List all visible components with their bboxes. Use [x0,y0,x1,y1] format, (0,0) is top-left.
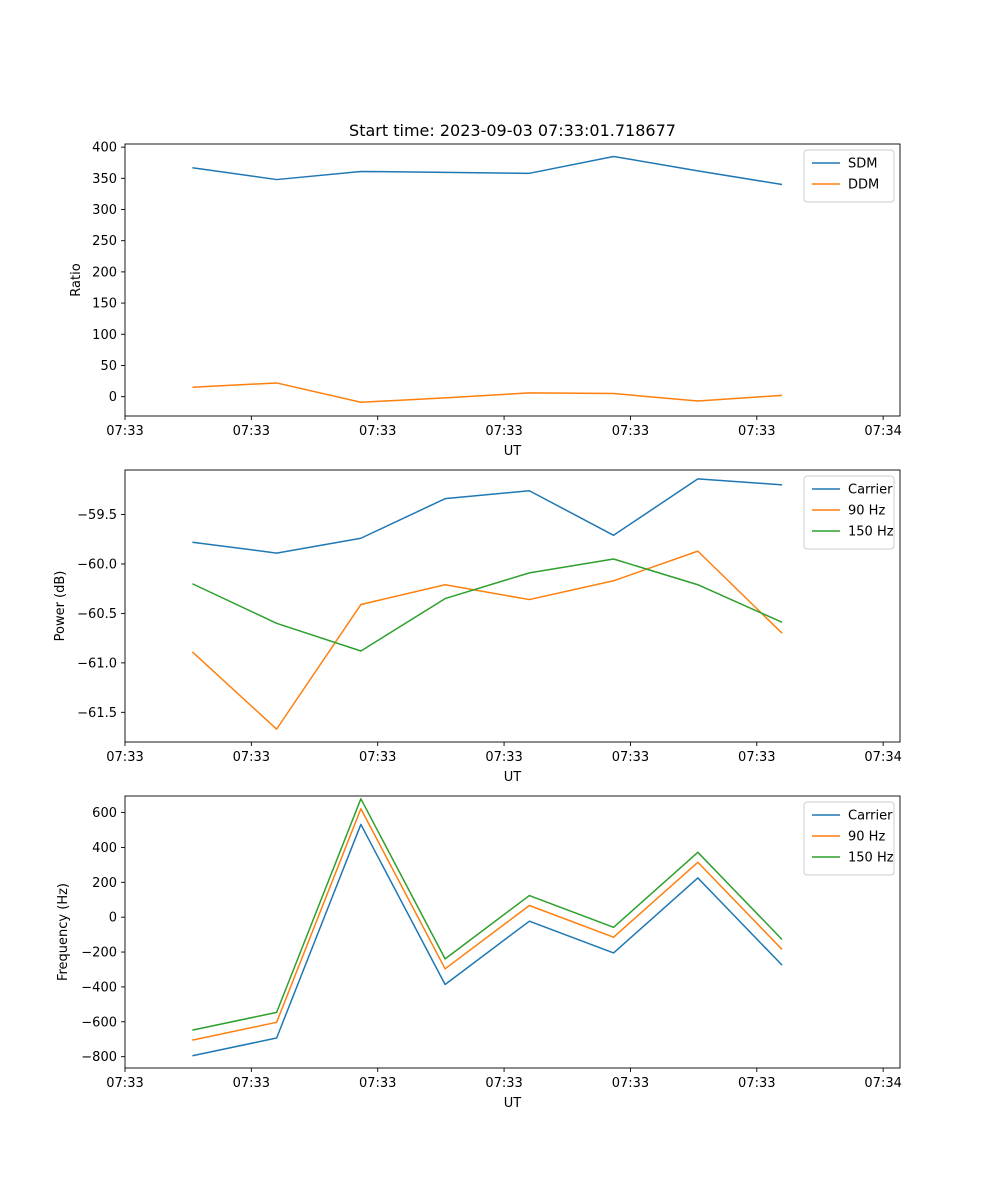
x-tick-label: 07:33 [612,424,649,439]
x-tick-label: 07:34 [864,424,901,439]
x-tick-label: 07:33 [359,424,396,439]
y-tick-label: −61.0 [77,656,117,671]
y-tick-label: 400 [92,841,117,856]
y-axis-label: Ratio [69,263,84,296]
x-tick-label: 07:33 [612,750,649,765]
x-tick-label: 07:33 [106,750,143,765]
x-axis-label: UT [504,444,522,459]
y-tick-label: −200 [81,946,117,961]
y-tick-label: 350 [92,172,117,187]
x-tick-label: 07:33 [738,1076,775,1091]
y-axis-label: Power (dB) [53,571,68,642]
series-line-ddm [192,382,783,404]
series-line-90-hz [192,807,783,1041]
x-tick-label: 07:33 [485,424,522,439]
x-tick-label: 07:33 [485,1076,522,1091]
chart-title: Start time: 2023-09-03 07:33:01.718677 [349,121,676,140]
axes-frame [124,469,901,743]
x-tick-label: 07:33 [233,1076,270,1091]
legend: SDM DDM [803,149,895,203]
y-axis-label: Frequency (Hz) [56,883,71,981]
y-tick-label: −400 [81,980,117,995]
x-tick-label: 07:33 [485,750,522,765]
x-tick-label: 07:34 [864,750,901,765]
axes-frame [124,143,901,417]
power-panel: 07:33 07:33 07:33 07:33 07:33 07:33 07:34 −61.5… [53,469,902,785]
legend-label: 90 Hz [848,830,885,845]
x-tick-label: 07:34 [864,1076,901,1091]
y-tick-label: −60.5 [77,607,117,622]
legend-label: 90 Hz [848,504,885,519]
x-tick-label: 07:33 [359,1076,396,1091]
series-line-carrier [192,823,783,1057]
y-tick-label: −60.0 [77,557,117,572]
y-tick-label: −59.5 [77,508,117,523]
series-line-90-hz [191,550,783,730]
x-tick-label: 07:33 [738,424,775,439]
series-line-150-hz [192,558,783,652]
y-tick-label: 600 [92,806,117,821]
y-tick-label: 100 [92,328,117,343]
series-line-sdm [192,155,783,186]
x-tick-label: 07:33 [106,424,143,439]
y-tick-label: 200 [92,876,117,891]
x-tick-label: 07:33 [359,750,396,765]
y-tick-label: 400 [92,141,117,156]
legend-label: SDM [848,157,877,172]
x-tick-label: 07:33 [233,424,270,439]
y-tick-label: 150 [92,297,117,312]
x-axis-label: UT [504,770,522,785]
y-tick-label: 200 [92,265,117,280]
y-tick-label: 0 [109,390,117,405]
x-tick-label: 07:33 [233,750,270,765]
x-tick-label: 07:33 [738,750,775,765]
legend-label: 150 Hz [848,525,894,540]
legend-label: 150 Hz [848,851,894,866]
axes-frame [124,795,901,1069]
frequency-panel: 07:33 07:33 07:33 07:33 07:33 07:33 07:34 −800 −… [56,795,902,1111]
legend-label: Carrier [848,483,893,498]
x-tick-label: 07:33 [106,1076,143,1091]
series-line-150-hz [192,798,783,1031]
legend: Carrier 90 Hz 150 Hz [803,801,895,876]
y-tick-label: −600 [81,1015,117,1030]
series-line-carrier [192,478,783,554]
ratio-panel: 07:33 07:33 07:33 07:33 07:33 07:33 07:34 0 50 10… [69,141,902,459]
legend-label: DDM [848,178,879,193]
y-tick-label: 0 [109,911,117,926]
x-axis-label: UT [504,1096,522,1111]
legend-label: Carrier [848,809,893,824]
y-tick-label: −61.5 [77,706,117,721]
y-tick-label: 50 [100,359,117,374]
y-tick-label: 250 [92,234,117,249]
y-tick-label: −800 [81,1050,117,1065]
legend: Carrier 90 Hz 150 Hz [803,475,895,550]
y-tick-label: 300 [92,203,117,218]
x-tick-label: 07:33 [612,1076,649,1091]
